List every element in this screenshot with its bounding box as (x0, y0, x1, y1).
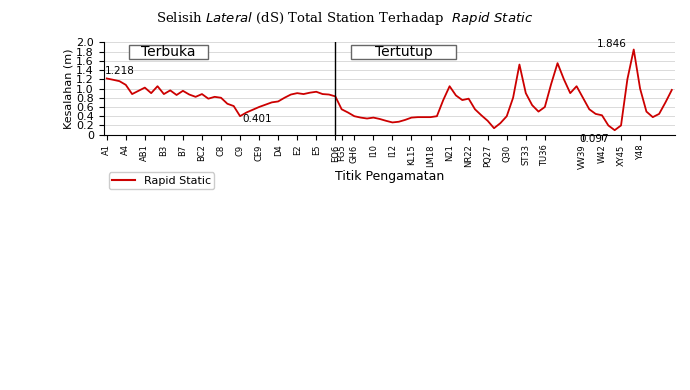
Text: 0.401: 0.401 (242, 114, 272, 124)
FancyBboxPatch shape (351, 45, 456, 59)
X-axis label: Titik Pengamatan: Titik Pengamatan (335, 170, 444, 183)
Text: 0.097: 0.097 (580, 134, 609, 144)
Text: Terbuka: Terbuka (141, 45, 196, 59)
Text: 1.218: 1.218 (105, 66, 135, 76)
Text: Tertutup: Tertutup (375, 45, 433, 59)
Y-axis label: Kesalahan (m): Kesalahan (m) (63, 48, 73, 129)
Text: 1.846: 1.846 (597, 39, 627, 49)
FancyBboxPatch shape (129, 45, 208, 59)
Text: Selisih $\it{Lateral}$ (dS) Total Station Terhadap  $\it{Rapid\ Static}$: Selisih $\it{Lateral}$ (dS) Total Statio… (157, 10, 533, 27)
Legend: Rapid Static: Rapid Static (109, 172, 214, 189)
